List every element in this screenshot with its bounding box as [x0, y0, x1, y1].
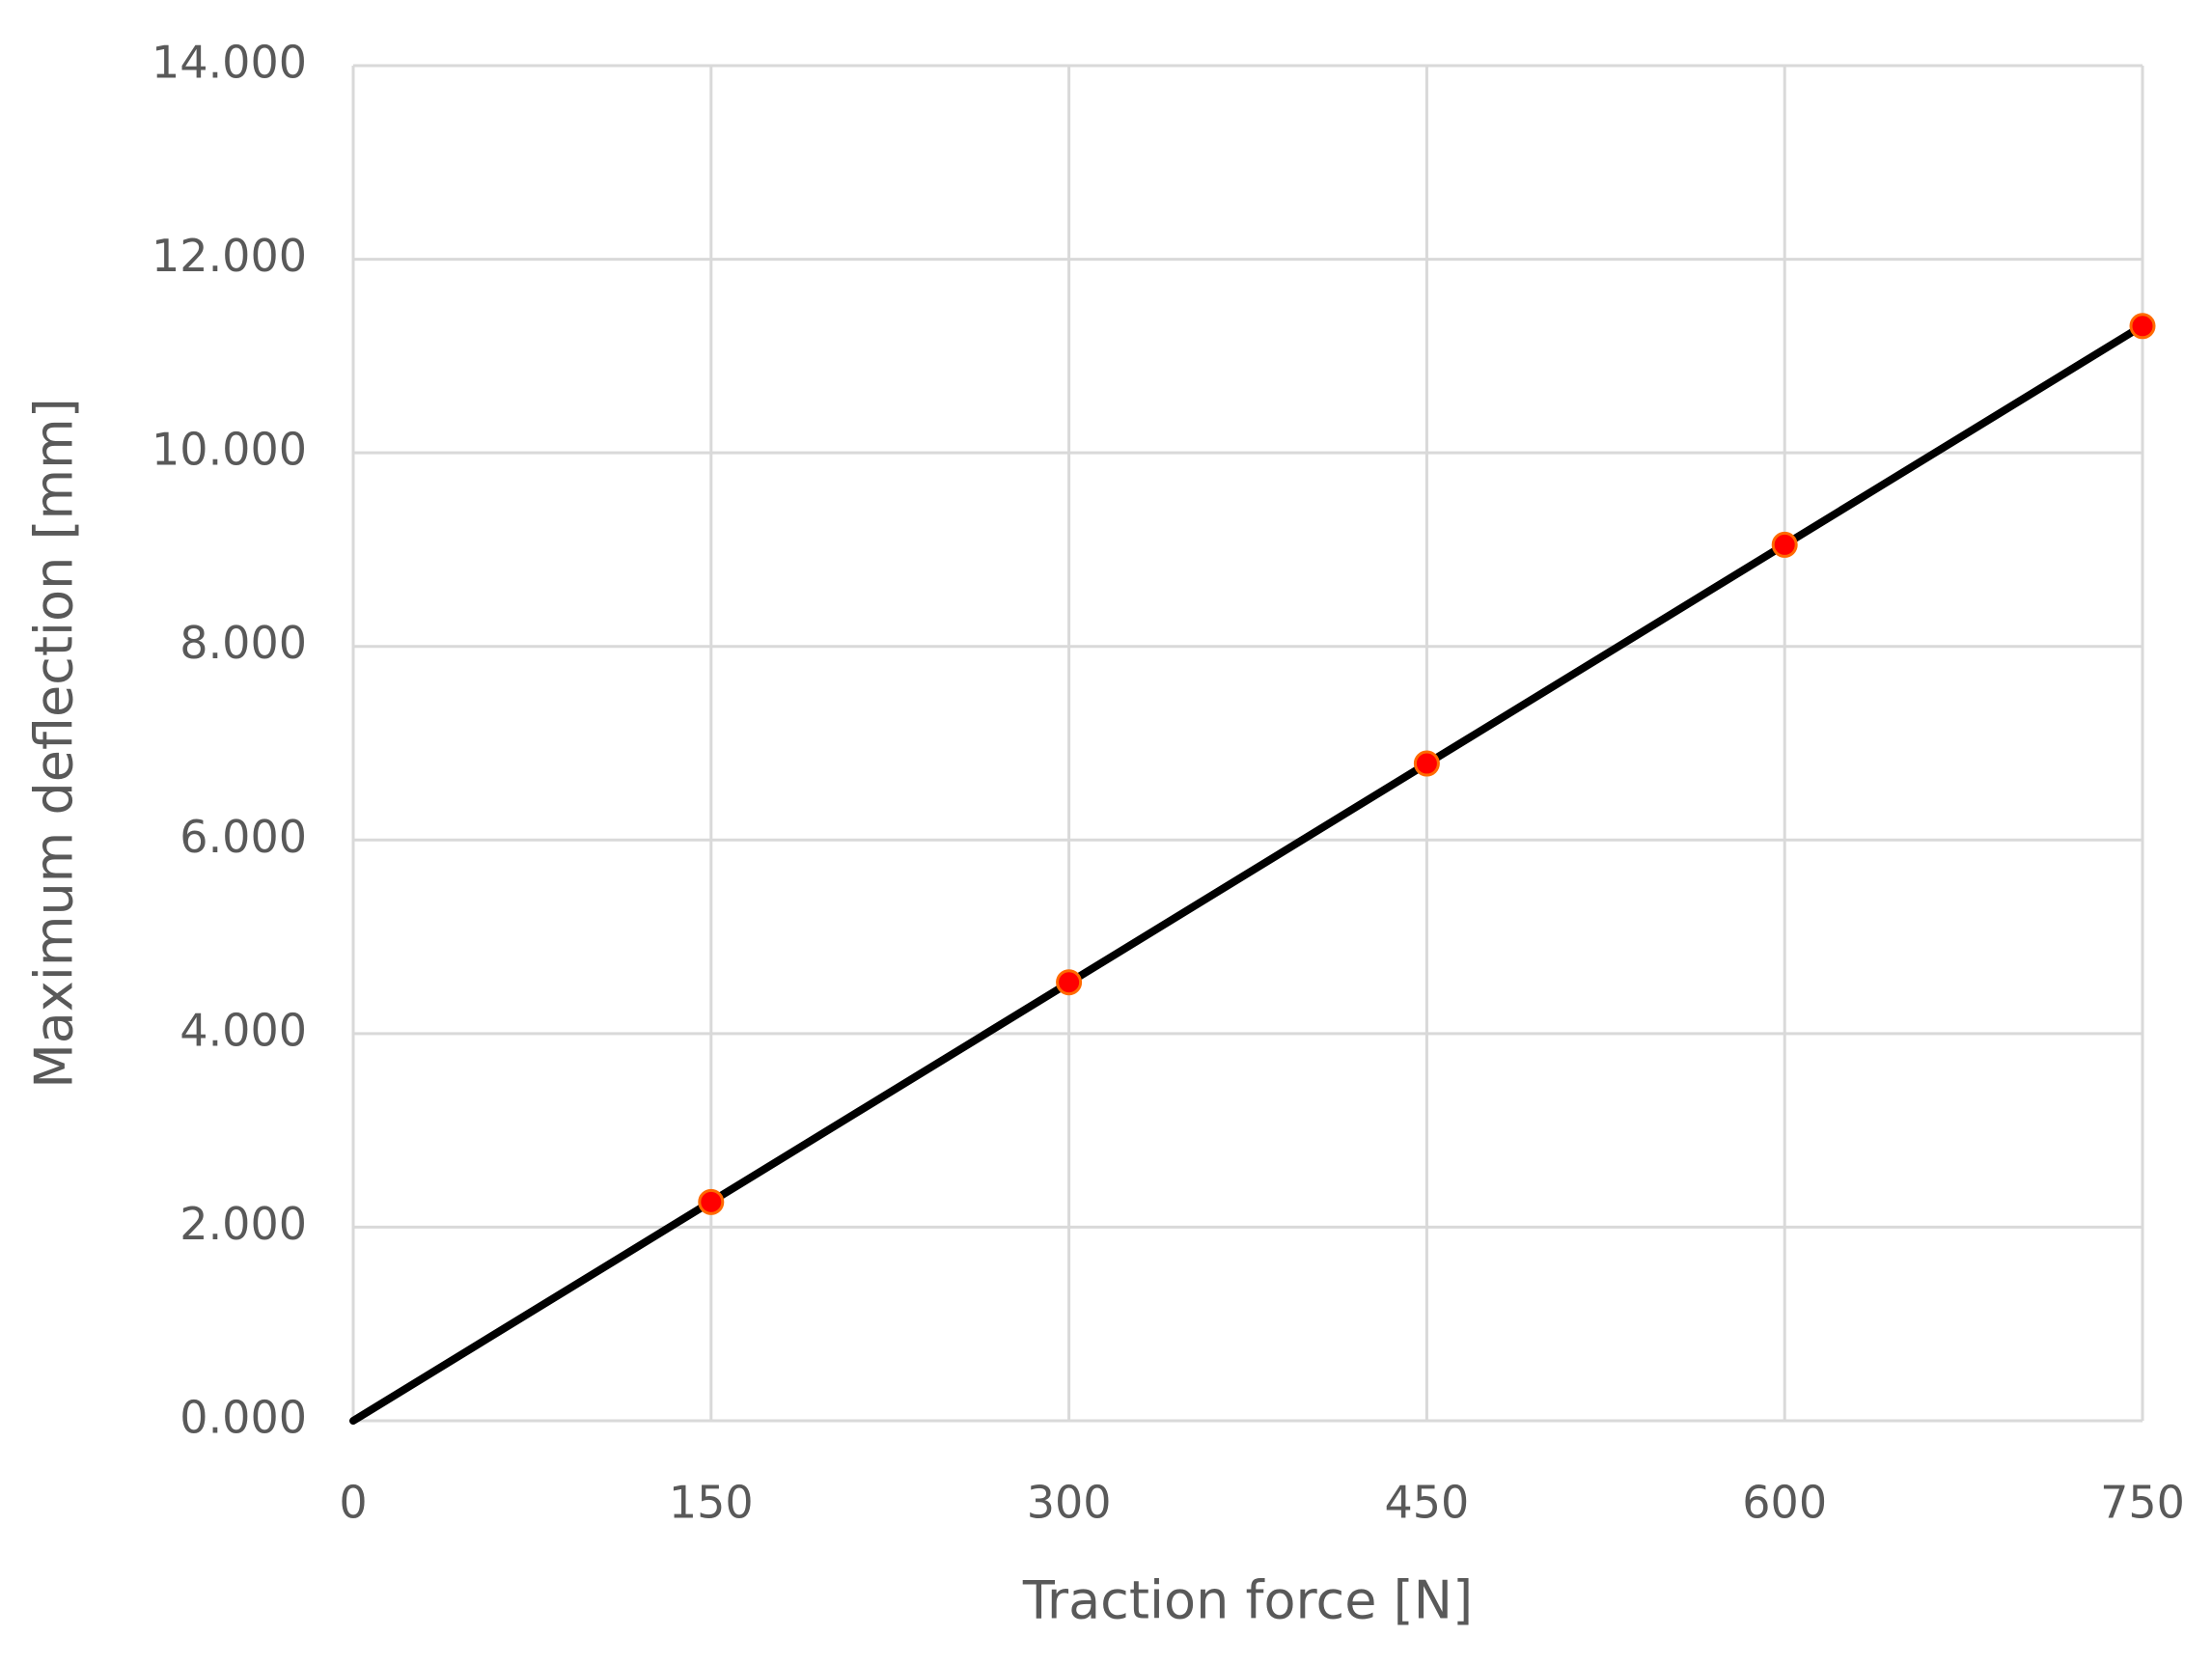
- y-tick-label: 0.000: [180, 1392, 307, 1444]
- y-tick-label: 12.000: [152, 230, 307, 282]
- x-tick-label: 300: [1027, 1477, 1112, 1529]
- x-tick-label: 600: [1742, 1477, 1827, 1529]
- y-tick-label: 14.000: [152, 37, 307, 89]
- x-tick-label: 150: [669, 1477, 754, 1529]
- y-tick-label: 4.000: [180, 1004, 307, 1056]
- data-point: [1413, 750, 1440, 777]
- x-tick-label: 450: [1384, 1477, 1469, 1529]
- y-tick-label: 6.000: [180, 811, 307, 863]
- y-tick-label: 2.000: [180, 1198, 307, 1250]
- data-point: [1056, 969, 1083, 996]
- trendline: [349, 321, 2146, 1425]
- x-tick-label: 0: [339, 1477, 367, 1529]
- y-tick-label: 10.000: [152, 424, 307, 476]
- data-point: [2129, 313, 2156, 340]
- data-point: [1771, 531, 1798, 558]
- y-tick-label: 8.000: [180, 617, 307, 669]
- x-tick-label: 750: [2100, 1477, 2185, 1529]
- x-axis-title: Traction force [N]: [1022, 1570, 1473, 1631]
- data-point: [698, 1188, 725, 1215]
- y-axis-title: Maximum deflection [mm]: [24, 398, 85, 1089]
